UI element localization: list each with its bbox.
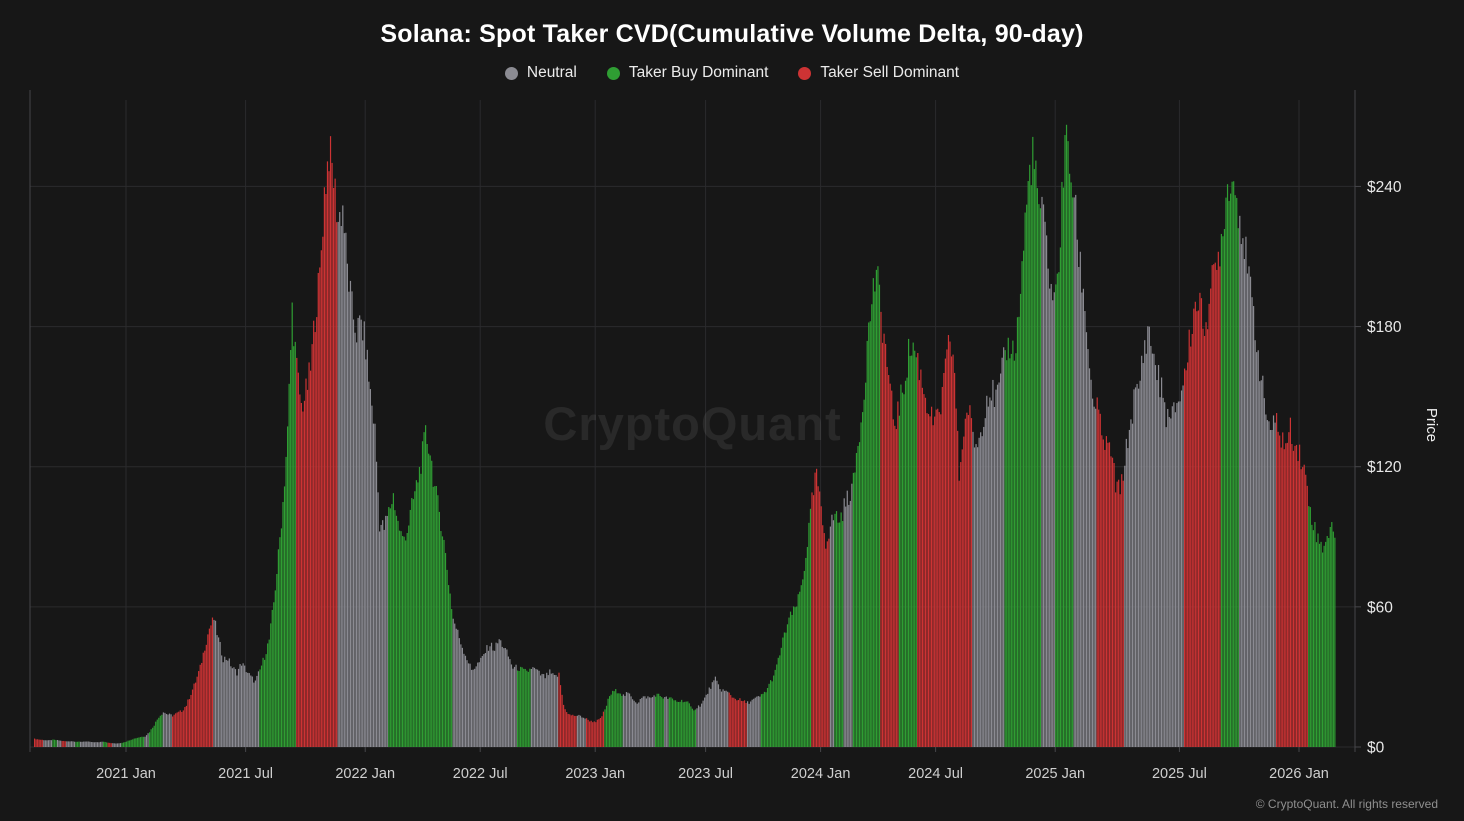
x-axis-tick-label: 2025 Jul	[1152, 766, 1207, 782]
y-axis-tick-label: $60	[1367, 599, 1393, 616]
taker-sell-dot-icon	[798, 66, 812, 80]
legend-item-neutral[interactable]: Neutral	[504, 64, 577, 82]
x-axis-tick-label: 2023 Jul	[678, 766, 733, 782]
y-axis-title: Price	[1423, 408, 1440, 442]
y-axis-tick-label: $120	[1367, 459, 1402, 476]
x-axis-tick-label: 2026 Jan	[1269, 766, 1329, 782]
y-axis-tick-label: $180	[1367, 319, 1402, 336]
x-axis-tick-label: 2023 Jan	[565, 766, 625, 782]
x-axis-tick-label: 2024 Jul	[908, 766, 963, 782]
x-axis-tick-label: 2021 Jan	[96, 766, 156, 782]
y-axis-tick-label: $0	[1367, 740, 1385, 757]
neutral-dot-icon	[504, 66, 518, 80]
x-axis-tick-label: 2022 Jan	[335, 766, 395, 782]
chart-title: Solana: Spot Taker CVD(Cumulative Volume…	[380, 20, 1084, 48]
legend-label-taker-sell: Taker Sell Dominant	[820, 64, 960, 81]
taker-buy-dot-icon	[606, 66, 620, 80]
legend-item-taker-buy[interactable]: Taker Buy Dominant	[606, 64, 769, 82]
legend-label-neutral: Neutral	[526, 64, 577, 81]
legend-label-taker-buy: Taker Buy Dominant	[628, 64, 769, 81]
copyright-footer: © CryptoQuant. All rights reserved	[1255, 797, 1438, 811]
chart-legend: Neutral Taker Buy Dominant Taker Sell Do…	[0, 64, 1464, 82]
y-axis-tick-label: $240	[1367, 179, 1402, 196]
x-axis-tick-label: 2024 Jan	[791, 766, 851, 782]
x-axis-tick-label: 2022 Jul	[453, 766, 508, 782]
x-axis-tick-label: 2021 Jul	[218, 766, 273, 782]
x-axis-tick-label: 2025 Jan	[1025, 766, 1085, 782]
legend-item-taker-sell[interactable]: Taker Sell Dominant	[798, 64, 959, 82]
